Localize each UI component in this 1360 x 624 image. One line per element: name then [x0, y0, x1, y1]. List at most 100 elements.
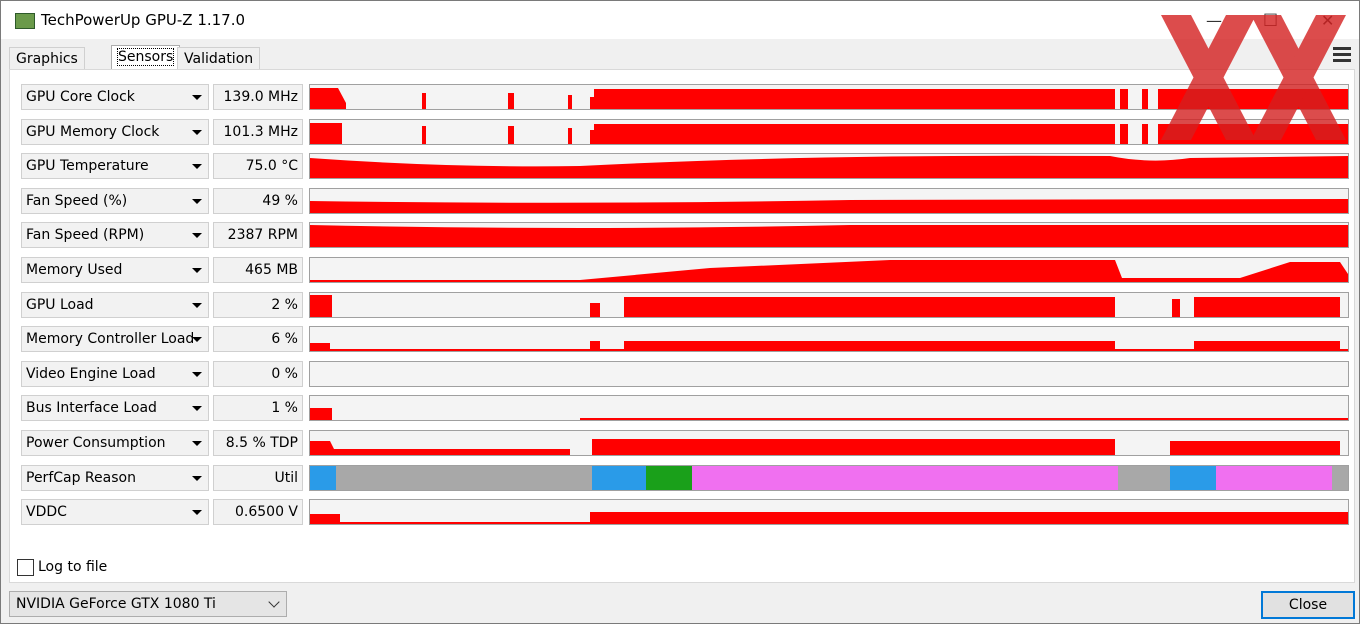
- sensor-value: 49 %: [213, 187, 303, 214]
- sensor-name[interactable]: Fan Speed (RPM): [21, 222, 209, 249]
- minimize-button[interactable]: —: [1206, 11, 1222, 30]
- sensor-value: 6 %: [213, 326, 303, 353]
- dropdown-arrow: [192, 164, 202, 170]
- tab[interactable]: Validation: [177, 47, 261, 70]
- sensor-name[interactable]: GPU Temperature: [21, 153, 209, 180]
- perfcap-segment: [1118, 465, 1170, 490]
- dropdown-arrow: [192, 371, 202, 377]
- sensor-graph: [309, 360, 1349, 387]
- sensor-history: [310, 88, 1348, 109]
- dropdown-arrow: [192, 233, 202, 239]
- close-label: Close: [1288, 597, 1328, 613]
- sensor-panel: GPU Core Clock 139.0 MHz GPU Memory Clock 1…: [9, 69, 1355, 583]
- tab-label: Validation: [184, 51, 254, 67]
- perfcap-segment: [310, 465, 336, 490]
- sensor-name-text: GPU Memory Clock: [26, 123, 160, 140]
- sensor-name[interactable]: PerfCap Reason: [21, 464, 209, 491]
- sensor-value: 2387 RPM: [213, 222, 303, 249]
- sensor-name[interactable]: Fan Speed (%): [21, 187, 209, 214]
- dropdown-arrow: [192, 198, 202, 204]
- sensor-history: [310, 225, 1348, 248]
- sensor-history: [310, 260, 1348, 282]
- watermark: [1161, 15, 1346, 140]
- sensor-value: 2 %: [213, 291, 303, 318]
- dropdown-arrow: [192, 475, 202, 481]
- app-icon: [15, 13, 35, 29]
- sensor-value: 8.5 % TDP: [213, 430, 303, 456]
- dropdown-arrow: [192, 406, 202, 412]
- sensor-name-text: GPU Load: [26, 296, 94, 313]
- sensor-graph: [309, 257, 1349, 283]
- sensor-name[interactable]: GPU Memory Clock: [21, 118, 209, 145]
- sensor-name[interactable]: Video Engine Load: [21, 360, 209, 387]
- sensor-value: 101.3 MHz: [213, 118, 303, 145]
- sensor-history: [310, 122, 1348, 144]
- sensor-name[interactable]: Bus Interface Load: [21, 395, 209, 422]
- sensor-graph: [309, 222, 1349, 249]
- dropdown-arrow: [192, 337, 202, 343]
- perfcap-segment: [646, 465, 692, 490]
- sensor-value: 1 %: [213, 395, 303, 422]
- sensor-name-text: Memory Used: [26, 262, 123, 278]
- sensor-name-text: Fan Speed (RPM): [26, 227, 145, 244]
- sensor-graph: [309, 464, 1349, 491]
- sensor-value: 0.6500 V: [213, 499, 303, 526]
- sensor-history: [310, 294, 1340, 317]
- sensor-graph: [309, 326, 1349, 353]
- sensor-history: [310, 341, 1348, 352]
- sensor-name-text: Video Engine Load: [26, 365, 156, 382]
- perfcap-segment: [336, 465, 592, 490]
- sensor-graph: [309, 153, 1349, 180]
- tab[interactable]: Graphics Card: [9, 47, 85, 89]
- dropdown-arrow: [192, 268, 202, 273]
- dropdown-arrow: [192, 129, 202, 135]
- sensor-value: Util: [213, 464, 303, 491]
- dropdown-arrow: [192, 302, 202, 308]
- perfcap-segment: [692, 465, 1118, 490]
- sensor-name-text: Memory Controller Load: [26, 331, 195, 348]
- dropdown-arrow: [192, 510, 202, 516]
- sensor-name-text: PerfCap Reason: [26, 469, 136, 486]
- sensor-name[interactable]: GPU Load: [21, 291, 209, 318]
- sensor-graph: [309, 291, 1349, 318]
- close-button[interactable]: Close: [1261, 591, 1355, 619]
- sensor-name-text: Bus Interface Load: [26, 400, 157, 417]
- sensor-name-text: VDDC: [26, 504, 67, 521]
- log-label: Log to file: [38, 559, 108, 575]
- sensor-value: 75.0 °C: [213, 153, 303, 180]
- sensor-name[interactable]: GPU Core Clock: [21, 84, 209, 110]
- window-title: TechPowerUp GPU-Z 1.17.0: [41, 11, 246, 29]
- sensor-name-text: Power Consumption: [26, 435, 166, 451]
- dropdown-arrow: [192, 441, 202, 446]
- sensor-name-text: Fan Speed (%): [26, 192, 128, 209]
- sensor-name[interactable]: VDDC: [21, 499, 209, 526]
- sensor-history: [310, 155, 1348, 179]
- sensor-value: 0 %: [213, 360, 303, 387]
- tab-label: Sensors: [116, 48, 175, 66]
- perfcap-segment: [1216, 465, 1332, 490]
- perfcap-segment: [592, 465, 646, 490]
- sensor-name-text: GPU Temperature: [26, 158, 149, 175]
- gpu-select[interactable]: NVIDIA GeForce GTX 1080 Ti: [9, 591, 287, 617]
- sensor-name[interactable]: Memory Controller Load: [21, 326, 209, 353]
- sensor-value: 465 MB: [213, 257, 303, 283]
- sensor-history: [310, 408, 1348, 421]
- sensor-history: [310, 512, 1348, 525]
- tab[interactable]: Sensors: [111, 45, 181, 70]
- sensor-history: [310, 439, 1340, 455]
- perfcap-segment: [1170, 465, 1216, 490]
- sensor-name[interactable]: Memory Used: [21, 257, 209, 283]
- sensor-graph: [309, 395, 1349, 422]
- menu-button[interactable]: [1333, 47, 1351, 65]
- sensor-graph: [309, 187, 1349, 214]
- sensor-graph: [309, 499, 1349, 526]
- sensor-name-text: GPU Core Clock: [26, 89, 135, 105]
- perfcap-segment: [1332, 465, 1348, 490]
- sensor-name[interactable]: Power Consumption: [21, 430, 209, 456]
- sensor-value: 139.0 MHz: [213, 84, 303, 110]
- sensor-history: [310, 198, 1348, 213]
- title-bar: TechPowerUp GPU-Z 1.17.0 — □ ✕: [1, 1, 1359, 39]
- sensor-graph: [309, 84, 1349, 110]
